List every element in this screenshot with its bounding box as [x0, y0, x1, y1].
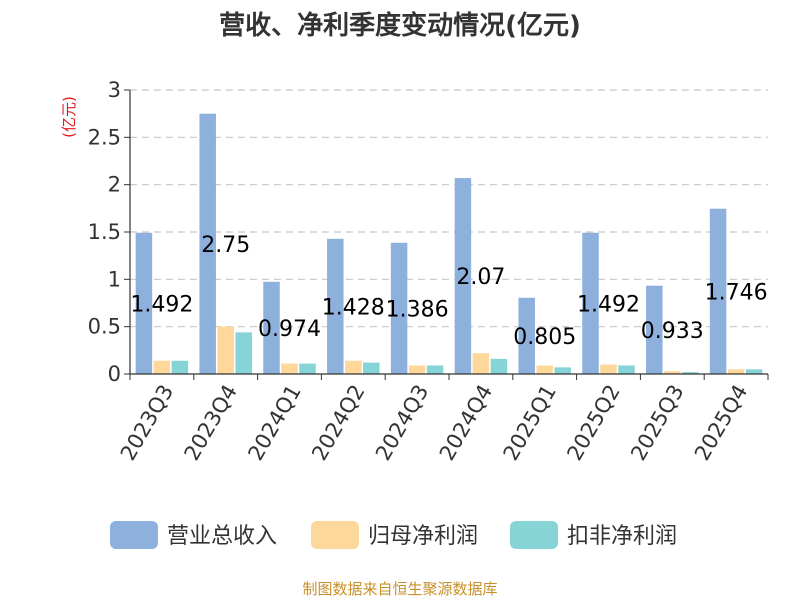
bar-3-2024Q1[interactable] [299, 363, 316, 374]
y-tick-label: 2 [108, 173, 121, 197]
y-tick-label: 0.5 [88, 315, 121, 339]
grid-lines [130, 89, 768, 328]
bar-1-2025Q1[interactable] [518, 297, 535, 374]
data-label: 0.933 [641, 319, 704, 344]
data-label: 0.805 [513, 325, 576, 350]
bar-1-2024Q1[interactable] [263, 281, 280, 374]
y-tick-label: 2.5 [88, 125, 121, 149]
legend-item-1[interactable]: 营业总收入 [110, 521, 277, 549]
bar-3-2023Q3[interactable] [171, 360, 189, 374]
bar-3-2025Q1[interactable] [554, 367, 571, 374]
bar-3-2025Q4[interactable] [745, 369, 763, 374]
x-tick-label: 2024Q2 [307, 381, 369, 465]
bar-2-2025Q1[interactable] [536, 365, 553, 374]
bar-3-2024Q3[interactable] [426, 365, 444, 374]
data-label: 0.974 [258, 317, 321, 342]
bars [135, 113, 763, 375]
legend-label: 扣非净利润 [567, 524, 677, 549]
x-tick-label: 2024Q1 [243, 381, 305, 465]
bar-3-2024Q4[interactable] [490, 358, 508, 374]
x-tick-label: 2024Q4 [435, 381, 497, 465]
legend-swatch [110, 521, 158, 549]
chart-title: 营收、净利季度变动情况(亿元) [219, 10, 581, 41]
data-label: 1.386 [386, 297, 449, 322]
bar-2-2023Q4[interactable] [217, 326, 234, 374]
bar-2-2025Q3[interactable] [664, 371, 681, 374]
legend-label: 归母净利润 [368, 524, 478, 549]
data-label: 1.428 [322, 295, 385, 320]
y-tick-label: 3 [108, 78, 121, 102]
bar-1-2025Q3[interactable] [646, 285, 663, 374]
y-axis-label: (亿元) [60, 96, 78, 138]
data-label: 2.75 [201, 233, 250, 258]
bar-3-2023Q4[interactable] [235, 332, 252, 374]
bar-3-2025Q2[interactable] [618, 365, 635, 374]
x-tick-label: 2023Q4 [180, 381, 242, 465]
bar-3-2025Q3[interactable] [682, 372, 699, 374]
x-tick-label: 2023Q3 [116, 381, 178, 465]
data-label: 2.07 [456, 265, 505, 290]
legend-label: 营业总收入 [167, 524, 277, 549]
bar-1-2023Q3[interactable] [135, 232, 153, 374]
bar-1-2025Q4[interactable] [709, 208, 727, 374]
bar-2-2025Q2[interactable] [600, 364, 617, 374]
bar-1-2025Q2[interactable] [582, 232, 599, 374]
bar-1-2024Q4[interactable] [454, 178, 472, 374]
y-tick-label: 1.5 [88, 220, 121, 244]
bar-1-2023Q4[interactable] [199, 113, 216, 375]
bar-2-2024Q1[interactable] [281, 363, 298, 374]
legend-item-3[interactable]: 扣非净利润 [510, 521, 677, 549]
bar-1-2024Q3[interactable] [390, 242, 408, 374]
data-label: 1.492 [577, 292, 640, 317]
source-note: 制图数据来自恒生聚源数据库 [302, 580, 497, 598]
bar-2-2023Q3[interactable] [153, 360, 171, 374]
legend-swatch [311, 521, 359, 549]
legend-item-2[interactable]: 归母净利润 [311, 521, 478, 549]
legend-swatch [510, 521, 558, 549]
bar-2-2024Q2[interactable] [345, 360, 362, 374]
data-label: 1.492 [130, 292, 193, 317]
bar-3-2024Q2[interactable] [363, 362, 380, 374]
x-tick-label: 2025Q1 [499, 381, 561, 465]
y-tick-label: 0 [108, 362, 121, 386]
y-tick-label: 1 [108, 267, 121, 291]
bar-2-2024Q4[interactable] [472, 353, 490, 374]
x-tick-label: 2025Q3 [626, 381, 688, 465]
bar-1-2024Q2[interactable] [327, 238, 344, 374]
bar-2-2024Q3[interactable] [408, 365, 426, 374]
x-tick-label: 2024Q3 [371, 381, 433, 465]
x-tick-label: 2025Q4 [690, 381, 752, 465]
legend[interactable]: 营业总收入 归母净利润 扣非净利润 [110, 521, 677, 549]
bar-2-2025Q4[interactable] [727, 369, 745, 374]
x-tick-label: 2025Q2 [562, 381, 624, 465]
data-label: 1.746 [705, 280, 768, 305]
